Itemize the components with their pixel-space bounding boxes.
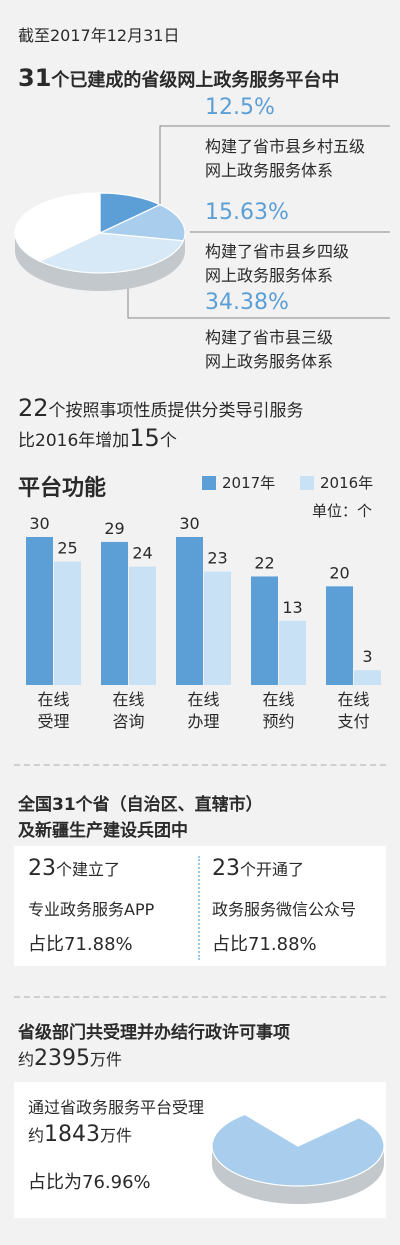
- legend-label-2016: 2016年: [320, 474, 374, 492]
- accepted-percent: 占比为76.96%: [28, 1172, 151, 1193]
- app-percent: 占比71.88%: [28, 934, 133, 955]
- bar-value-label-2-0: 30: [179, 514, 199, 533]
- bar-value-label-0-1: 25: [57, 539, 77, 558]
- pie-levels-slice-2: [38, 232, 185, 274]
- chart-unit: 单位：个: [312, 502, 373, 520]
- desc-three-level-2: 网上政务服务体系: [205, 352, 334, 371]
- wechat-count-line: 23个开通了: [212, 856, 304, 881]
- bar-value-label-1-0: 29: [104, 519, 124, 538]
- app-count: 23: [28, 856, 56, 881]
- bar-value-label-3-0: 22: [254, 553, 274, 572]
- bar-value-label-1-1: 24: [132, 544, 152, 563]
- wechat-percent: 占比71.88%: [212, 934, 317, 955]
- legend-swatch-2017: [202, 476, 216, 490]
- legend-label-2017: 2017年: [222, 474, 276, 492]
- platform-count: 31: [18, 64, 52, 92]
- stats-divider: [198, 856, 200, 960]
- pie-accepted-slice-0: [211, 1113, 385, 1187]
- wechat-desc: 政务服务微信公众号: [212, 900, 357, 919]
- bar-在线支付-2017年: [326, 586, 353, 685]
- bar-value-label-4-1: 3: [362, 647, 372, 666]
- bar-在线预约-2017年: [251, 576, 278, 685]
- classify-line: 22个按照事项性质提供分类导引服务: [18, 394, 304, 422]
- total-post: 万件: [90, 1050, 123, 1069]
- via-pre: 约: [28, 1126, 45, 1145]
- pie-levels-side: [15, 233, 185, 291]
- divider-1: [14, 764, 386, 766]
- category-label-2-1: 办理: [187, 712, 219, 731]
- category-label-3-0: 在线: [262, 690, 294, 709]
- bar-在线咨询-2016年: [129, 566, 156, 685]
- divider-2: [14, 996, 386, 998]
- percent-five-level: 12.5%: [205, 95, 275, 120]
- bar-value-label-0-0: 30: [29, 514, 49, 533]
- compare-count: 15: [129, 424, 160, 452]
- via-count: 1843: [44, 1122, 101, 1147]
- classify-count: 22: [18, 394, 49, 422]
- accepted-count-line: 约1843万件: [28, 1122, 132, 1147]
- category-label-0-0: 在线: [37, 690, 69, 709]
- category-label-1-1: 咨询: [112, 712, 144, 731]
- section3-line1: 全国31个省（自治区、直辖市）: [18, 795, 263, 815]
- category-label-4-0: 在线: [337, 690, 369, 709]
- section4-title: 省级部门共受理并办结行政许可事项: [18, 1023, 290, 1043]
- category-label-2-0: 在线: [187, 690, 219, 709]
- bar-在线咨询-2017年: [101, 541, 128, 685]
- accepted-line1: 通过省政务服务平台受理: [28, 1098, 205, 1117]
- compare-pre: 比2016年增加: [18, 431, 130, 451]
- platform-heading-text: 个已建成的省级网上政务服务平台中: [51, 70, 340, 91]
- platform-heading: 31个已建成的省级网上政务服务平台中: [18, 64, 339, 92]
- category-label-4-1: 支付: [337, 712, 369, 731]
- desc-five-level-1: 构建了省市县乡村五级: [205, 137, 366, 156]
- pie-accepted-slice-1: [243, 1105, 361, 1147]
- pie-levels-slice-1: [97, 204, 186, 242]
- bar-value-label-4-0: 20: [329, 563, 349, 582]
- stats-panel: [14, 846, 386, 966]
- app-count-suffix: 个建立了: [56, 860, 121, 879]
- bar-value-label-2-1: 23: [207, 549, 227, 568]
- bar-在线办理-2016年: [204, 571, 231, 685]
- total-pre: 约: [18, 1050, 35, 1069]
- bar-value-label-3-1: 13: [282, 598, 302, 617]
- bar-在线办理-2017年: [176, 537, 203, 685]
- classify-text: 个按照事项性质提供分类导引服务: [48, 401, 304, 421]
- total-count: 2395: [34, 1046, 91, 1071]
- pie-levels-slice-3: [14, 192, 101, 262]
- category-label-3-1: 预约: [262, 712, 294, 731]
- section4-total: 约2395万件: [18, 1046, 122, 1071]
- bar-在线支付-2016年: [354, 670, 381, 685]
- compare-post: 个: [159, 431, 177, 451]
- legend-swatch-2016: [300, 476, 314, 490]
- pie-chart-accepted-share: [211, 1105, 385, 1204]
- desc-three-level-1: 构建了省市县三级: [205, 328, 334, 347]
- app-desc: 专业政务服务APP: [28, 900, 155, 919]
- pie-chart-platform-levels: [14, 192, 186, 291]
- via-post: 万件: [100, 1126, 133, 1145]
- desc-four-level-1: 构建了省市县乡四级: [205, 242, 350, 261]
- category-label-1-0: 在线: [112, 690, 144, 709]
- desc-five-level-2: 网上政务服务体系: [205, 161, 334, 180]
- category-label-0-1: 受理: [37, 712, 69, 731]
- compare-line: 比2016年增加15个: [18, 424, 177, 452]
- bar-在线受理-2017年: [26, 537, 53, 685]
- bar-在线预约-2016年: [279, 620, 306, 685]
- percent-four-level: 15.63%: [205, 200, 289, 225]
- bar-在线受理-2016年: [54, 561, 81, 685]
- wechat-count: 23: [212, 856, 240, 881]
- percent-three-level: 34.38%: [205, 290, 289, 315]
- section3-line2: 及新疆生产建设兵团中: [18, 821, 188, 841]
- chart-title: 平台功能: [18, 476, 107, 501]
- pie-accepted-side: [212, 1146, 384, 1204]
- date-line: 截至2017年12月31日: [18, 26, 180, 45]
- pie-levels-slice-0: [99, 192, 162, 234]
- wechat-count-suffix: 个开通了: [240, 860, 305, 879]
- app-count-line: 23个建立了: [28, 856, 120, 881]
- desc-four-level-2: 网上政务服务体系: [205, 266, 334, 285]
